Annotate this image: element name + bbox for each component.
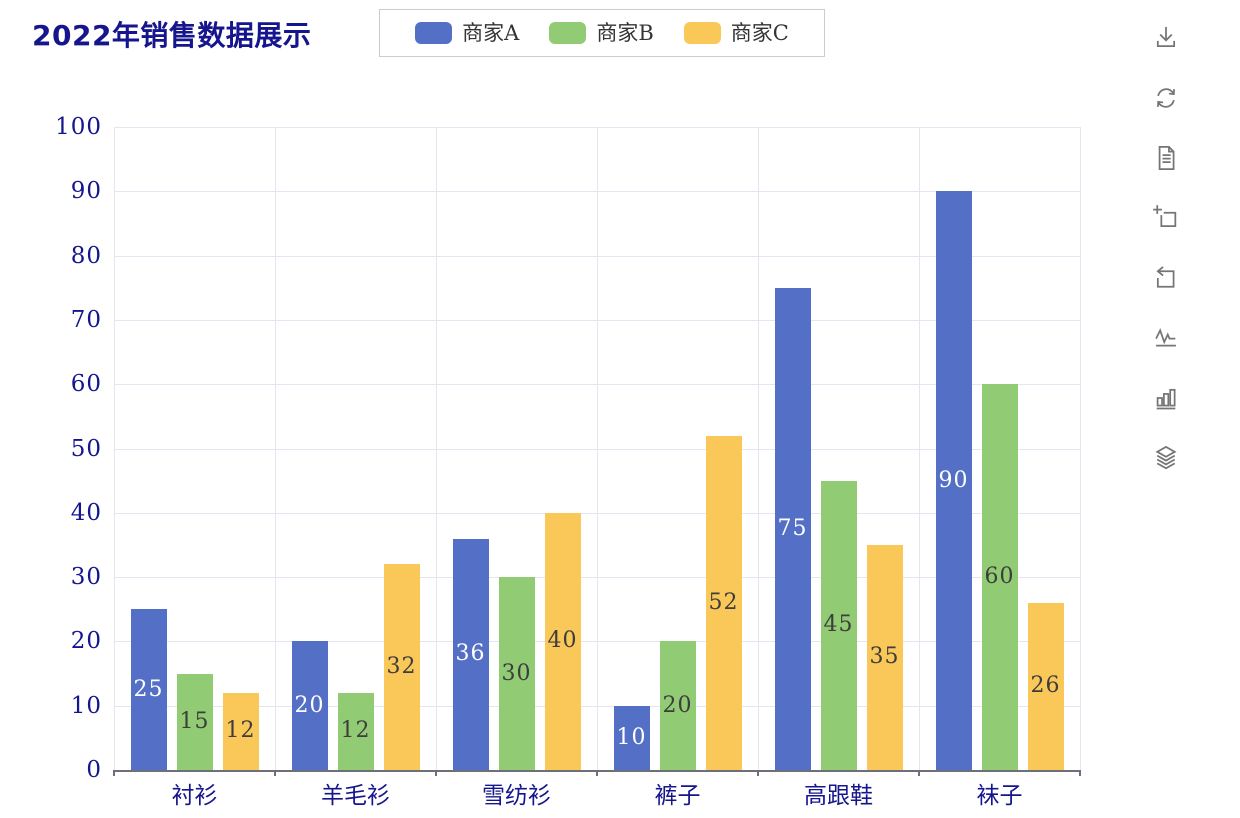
bar-series0-cat5[interactable]: 90 bbox=[935, 191, 972, 770]
bar-value-label: 45 bbox=[823, 612, 854, 638]
y-axis-label: 80 bbox=[70, 242, 102, 269]
undo-zoom-icon bbox=[1156, 266, 1175, 288]
bar-series1-cat5[interactable]: 60 bbox=[981, 384, 1018, 770]
x-axis-label: 袜子 bbox=[976, 783, 1023, 809]
bar-series1-cat0[interactable]: 15 bbox=[176, 673, 213, 770]
bar-series1-cat3[interactable]: 20 bbox=[659, 641, 696, 770]
bar-value-label: 26 bbox=[1030, 673, 1061, 699]
legend-item-2[interactable]: 商家C bbox=[683, 20, 789, 45]
x-axis-tick bbox=[757, 770, 759, 776]
bar-value-label: 20 bbox=[662, 692, 693, 718]
bar-value-label: 52 bbox=[708, 589, 739, 615]
x-axis-tick bbox=[113, 770, 115, 776]
switch-to-line-button[interactable] bbox=[1152, 324, 1180, 352]
chart-toolbox bbox=[1150, 24, 1182, 472]
bar-value-label: 10 bbox=[616, 724, 647, 750]
page-title: 2022年销售数据展示 bbox=[32, 19, 312, 52]
save-as-image-button[interactable] bbox=[1152, 24, 1180, 52]
stack-toggle-button[interactable] bbox=[1152, 444, 1180, 472]
legend-swatch bbox=[549, 22, 587, 44]
bar-series1-cat4[interactable]: 45 bbox=[820, 480, 857, 770]
bar-series2-cat2[interactable]: 40 bbox=[544, 512, 581, 770]
data-view-button[interactable] bbox=[1152, 144, 1180, 172]
chart-legend: 商家A 商家B 商家C bbox=[379, 9, 825, 57]
y-axis-label: 70 bbox=[70, 306, 102, 333]
bar-value-label: 32 bbox=[386, 654, 417, 680]
grid-line-v bbox=[114, 127, 115, 770]
layers-icon bbox=[1155, 445, 1177, 470]
zoom-reset-button[interactable] bbox=[1152, 264, 1180, 292]
bar-series2-cat5[interactable]: 26 bbox=[1027, 602, 1064, 770]
x-axis-label: 雪纺衫 bbox=[482, 783, 551, 809]
bar-series2-cat4[interactable]: 35 bbox=[866, 544, 903, 770]
bar-series1-cat2[interactable]: 30 bbox=[498, 577, 535, 770]
bar-series2-cat0[interactable]: 12 bbox=[222, 692, 259, 770]
bar-series0-cat2[interactable]: 36 bbox=[452, 538, 489, 770]
legend-item-1[interactable]: 商家B bbox=[549, 20, 654, 45]
legend-swatch bbox=[415, 22, 453, 44]
zoom-select-button[interactable] bbox=[1152, 204, 1180, 232]
x-axis-tick bbox=[274, 770, 276, 776]
y-axis-label: 60 bbox=[70, 371, 102, 398]
switch-to-bar-button[interactable] bbox=[1152, 384, 1180, 412]
legend-label: 商家B bbox=[596, 20, 654, 45]
bar-value-label: 12 bbox=[225, 718, 256, 744]
x-axis-tick bbox=[1079, 770, 1081, 776]
download-icon bbox=[1156, 26, 1176, 48]
bar-value-label: 75 bbox=[777, 515, 808, 541]
zoom-area-icon bbox=[1153, 205, 1177, 228]
bar-series0-cat1[interactable]: 20 bbox=[291, 641, 328, 770]
bar-value-label: 12 bbox=[340, 718, 371, 744]
x-axis-tick bbox=[435, 770, 437, 776]
bar-value-label: 30 bbox=[501, 660, 532, 686]
grid-line-v bbox=[1080, 127, 1081, 770]
x-axis-label: 高跟鞋 bbox=[804, 783, 873, 809]
x-axis-label: 裤子 bbox=[654, 783, 701, 809]
x-axis-label: 衬衫 bbox=[171, 783, 218, 809]
legend-label: 商家C bbox=[730, 20, 789, 45]
bar-series1-cat1[interactable]: 12 bbox=[337, 692, 374, 770]
chart-plot-area: 25 20 36 10 75 90 15 12 30 20 45 60 12 32 40 52 35 26 0 10 2… bbox=[55, 115, 1081, 809]
grid-line-v bbox=[919, 127, 920, 770]
bar-value-label: 90 bbox=[938, 467, 969, 493]
legend-label: 商家A bbox=[462, 20, 520, 45]
bar-value-label: 60 bbox=[984, 564, 1015, 590]
y-axis-label: 40 bbox=[70, 499, 102, 526]
grid-line-v bbox=[758, 127, 759, 770]
legend-item-0[interactable]: 商家A bbox=[415, 22, 519, 44]
x-axis-label: 羊毛衫 bbox=[321, 783, 390, 809]
y-axis-label: 30 bbox=[70, 564, 102, 591]
y-axis-label: 10 bbox=[70, 692, 102, 719]
grid-line-v bbox=[275, 127, 276, 770]
bar-series0-cat3[interactable]: 10 bbox=[613, 705, 650, 770]
grid-line-v bbox=[597, 127, 598, 770]
y-axis-label: 90 bbox=[70, 178, 102, 205]
legend-swatch bbox=[683, 22, 721, 44]
bar-series0-cat0[interactable]: 25 bbox=[130, 609, 167, 770]
restore-button[interactable] bbox=[1152, 84, 1180, 112]
bar-value-label: 20 bbox=[294, 692, 325, 718]
bar-chart-icon bbox=[1156, 388, 1176, 410]
bar-value-label: 35 bbox=[869, 644, 900, 670]
bar-value-label: 15 bbox=[179, 708, 210, 734]
x-axis-tick bbox=[596, 770, 598, 776]
bar-value-label: 40 bbox=[547, 628, 578, 654]
y-axis-label: 50 bbox=[70, 435, 102, 462]
x-axis-tick bbox=[918, 770, 920, 776]
bar-value-label: 25 bbox=[133, 676, 164, 702]
y-axis-label: 0 bbox=[86, 757, 102, 783]
bar-series2-cat3[interactable]: 52 bbox=[705, 435, 742, 770]
document-icon bbox=[1158, 146, 1175, 170]
line-chart-icon bbox=[1155, 328, 1176, 347]
bar-series2-cat1[interactable]: 32 bbox=[383, 564, 420, 770]
refresh-icon bbox=[1157, 88, 1175, 108]
grid-line-v bbox=[436, 127, 437, 770]
bar-series0-cat4[interactable]: 75 bbox=[774, 287, 811, 770]
bar-value-label: 36 bbox=[455, 641, 486, 667]
y-axis-label: 100 bbox=[55, 114, 102, 140]
y-axis-label: 20 bbox=[70, 628, 102, 655]
